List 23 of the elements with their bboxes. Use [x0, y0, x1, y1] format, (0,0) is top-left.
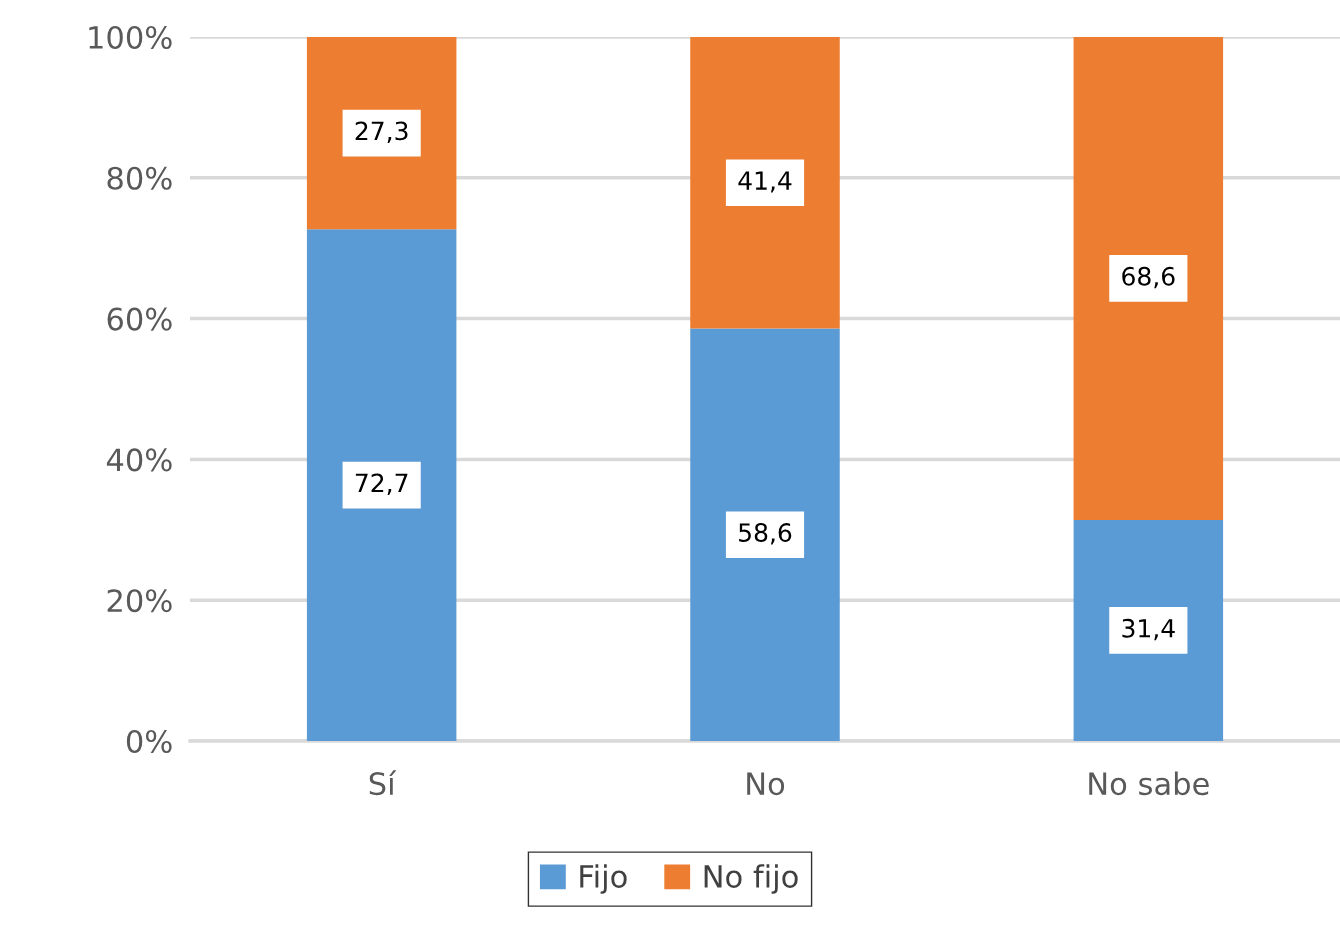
y-tick-label: 100%: [89, 25, 172, 50]
data-label: 41,4: [738, 171, 792, 193]
y-tick-label: 40%: [106, 448, 172, 472]
bar: [1073, 37, 1224, 520]
legend-label: No fijo: [704, 864, 798, 894]
legend-label: Fijo: [580, 864, 627, 894]
data-label: 58,6: [739, 523, 792, 545]
data-label: 31,4: [1122, 618, 1175, 641]
y-tick-label: 0%: [126, 729, 172, 754]
data-label: 27,3: [355, 121, 408, 143]
bar: [1073, 519, 1224, 741]
bar: [306, 37, 457, 230]
bar: [690, 328, 840, 741]
data-label: 72,7: [355, 473, 408, 495]
data-label: 68,6: [1122, 266, 1175, 289]
y-tick-label: 60%: [107, 307, 172, 331]
bar: [306, 229, 457, 741]
x-tick-label: No sabe: [1089, 771, 1209, 796]
y-tick-label: 80%: [107, 166, 172, 190]
x-tick-label: Sí: [369, 770, 397, 796]
x-tick-label: No: [747, 772, 785, 796]
bar: [690, 37, 840, 329]
y-tick-label: 20%: [107, 589, 172, 613]
